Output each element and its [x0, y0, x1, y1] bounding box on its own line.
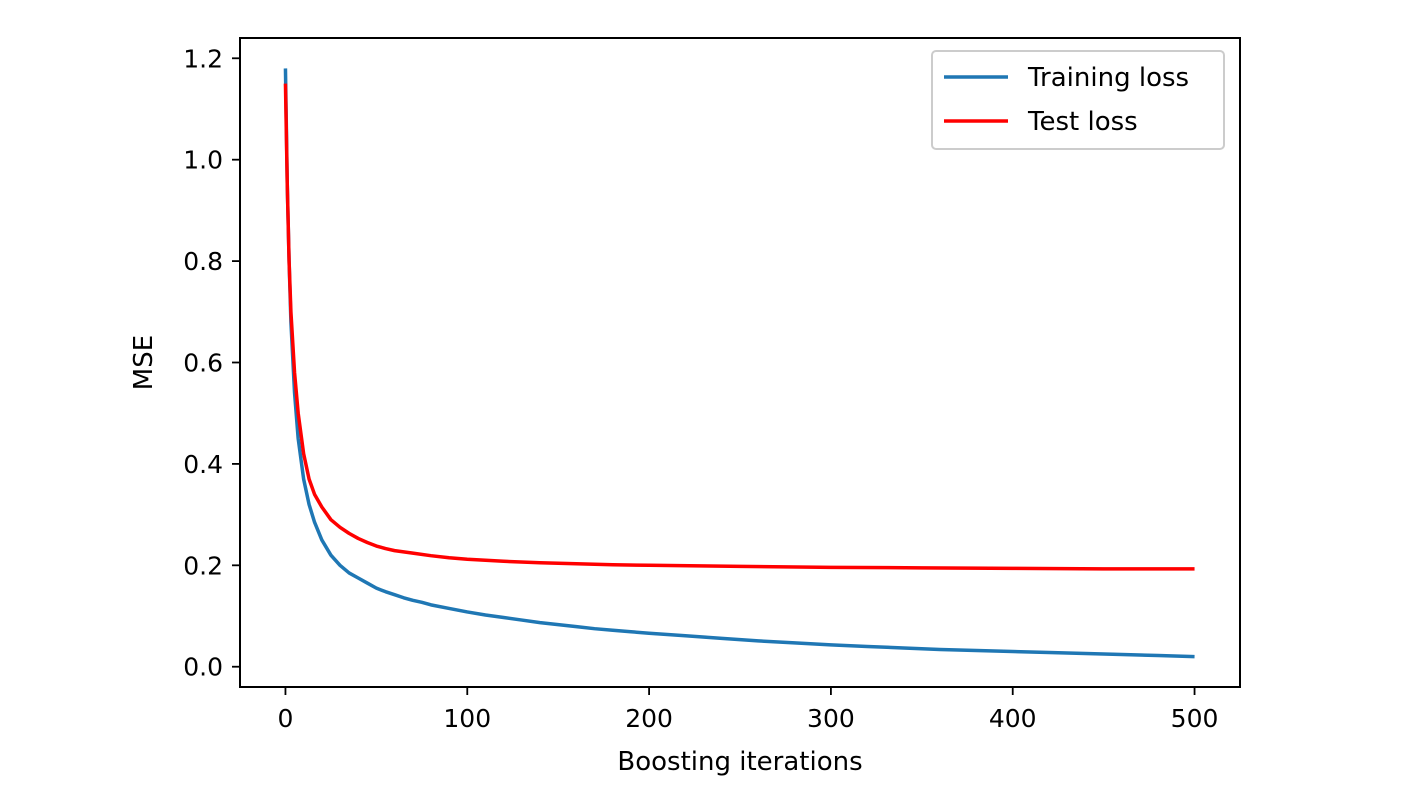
legend-label: Training loss — [1027, 63, 1189, 93]
series-layer — [283, 68, 1195, 659]
y-tick-label: 1.0 — [183, 146, 223, 175]
x-tick-label: 100 — [443, 704, 491, 733]
x-tick-label: 200 — [625, 704, 673, 733]
x-tick-label: 0 — [278, 704, 294, 733]
y-tick-label: 0.6 — [183, 349, 223, 378]
series-line-test-loss — [283, 83, 1195, 571]
x-tick-label: 300 — [807, 704, 855, 733]
x-tick-label: 400 — [989, 704, 1037, 733]
y-axis-label: MSE — [129, 335, 159, 390]
y-tick-label: 1.2 — [183, 44, 223, 73]
legend-label: Test loss — [1027, 107, 1138, 137]
y-tick-label: 0.2 — [183, 551, 223, 580]
y-axis: 0.0 0.2 0.4 0.6 0.8 1.0 1.2 — [183, 44, 240, 682]
y-tick-label: 0.0 — [183, 653, 223, 682]
x-tick-label: 500 — [1171, 704, 1219, 733]
series-line-training-loss — [283, 68, 1195, 659]
x-axis: 0 100 200 300 400 500 — [278, 687, 1219, 733]
legend: Training loss Test loss — [931, 50, 1225, 150]
y-tick-label: 0.4 — [183, 450, 223, 479]
x-axis-label: Boosting iterations — [617, 747, 862, 777]
y-tick-label: 0.8 — [183, 247, 223, 276]
